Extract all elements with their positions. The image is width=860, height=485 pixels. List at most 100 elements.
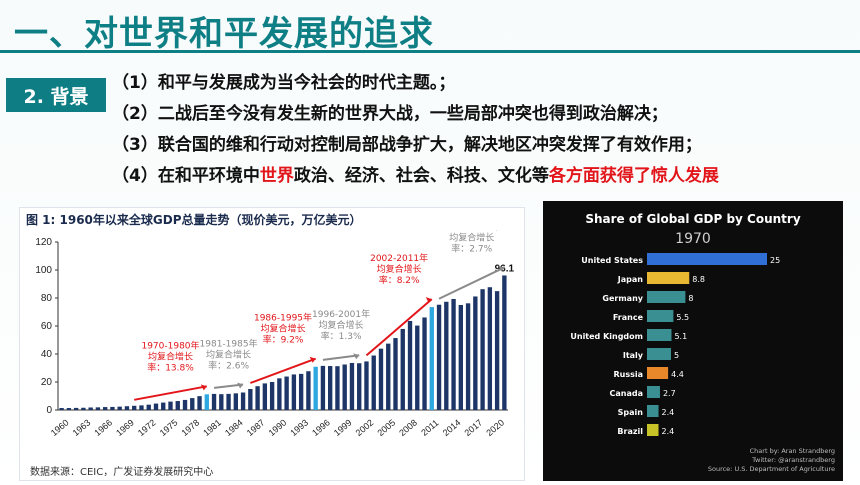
gdp-bar <box>328 366 333 410</box>
gdp-bar <box>393 338 398 410</box>
gdp-bar <box>117 406 122 410</box>
x-tick-label: 1990 <box>267 417 289 438</box>
gdp-bar <box>233 393 238 410</box>
growth-arrow-head <box>498 265 505 272</box>
x-tick-label: 1969 <box>114 417 136 438</box>
x-tick-label: 1975 <box>158 417 180 438</box>
gdp-bar <box>146 404 151 410</box>
section-badge: 2. 背景 <box>6 78 106 112</box>
item-text: （4）在和平环境中 <box>112 166 260 186</box>
country-label: Spain <box>618 408 644 417</box>
x-tick-label: 1978 <box>179 417 201 438</box>
gdp-bar <box>255 386 260 410</box>
gdp-bar <box>240 392 246 410</box>
race-chart-year: 1970 <box>675 231 711 247</box>
chart-source: 数据来源：CEIC，广发证券发展研究中心 <box>30 467 214 478</box>
country-label: Brazil <box>617 427 643 436</box>
growth-rate-annotation: 1970-1980年均复合增长率：13.8% <box>141 339 199 373</box>
country-label: Japan <box>617 275 644 284</box>
x-tick-label: 1984 <box>223 417 245 438</box>
gdp-bar <box>59 408 64 410</box>
gdp-bar <box>88 407 93 410</box>
y-tick-label: 20 <box>41 377 53 388</box>
country-bar <box>647 272 690 284</box>
title-underline <box>0 50 860 53</box>
country-bar <box>647 291 686 303</box>
growth-arrow-head <box>237 382 244 389</box>
gdp-bar <box>182 399 188 410</box>
last-value-label: 96.1 <box>495 263 515 274</box>
background-item: （3）联合国的维和行动对控制局部战争扩大，解决地区冲突发挥了有效作用； <box>112 130 860 161</box>
gdp-bar <box>298 373 304 410</box>
gdp-bar <box>444 301 449 410</box>
gdp-bar <box>269 382 275 410</box>
gdp-bar <box>103 407 108 410</box>
country-bar <box>647 348 671 360</box>
race-chart-title: Share of Global GDP by Country <box>585 212 801 226</box>
growth-rate-annotation: 1996-2001年均复合增长率：1.3% <box>312 308 370 342</box>
gdp-bar <box>451 298 456 410</box>
background-item: （1）和平与发展成为当今社会的时代主题。； <box>112 68 860 99</box>
chart-credit: Source: U.S. Department of Agriculture <box>708 465 835 473</box>
gdp-bar <box>313 366 318 410</box>
country-value-label: 8.8 <box>692 275 705 284</box>
item-text: 政治、经济、社会、科技、文化等 <box>293 166 549 186</box>
gdp-bar <box>219 394 224 410</box>
country-label: France <box>613 313 644 322</box>
gdp-bar <box>132 405 137 410</box>
gdp-bar <box>95 407 101 410</box>
gdp-bar <box>458 305 463 410</box>
gdp-bar <box>204 394 209 410</box>
gdp-bar <box>73 407 79 410</box>
gdp-bar <box>342 364 347 410</box>
x-tick-label: 1963 <box>71 417 93 438</box>
country-value-label: 4.4 <box>671 370 684 379</box>
gdp-bar <box>190 398 195 410</box>
background-item: （4）在和平环境中世界政治、经济、社会、科技、文化等各方面获得了惊人发展 <box>112 161 860 192</box>
gdp-bar <box>291 374 297 410</box>
global-gdp-chart-title: 图 1: 1960年以来全球GDP总量走势（现价美元，万亿美元） <box>26 213 362 227</box>
growth-rate-annotation: 1981-1985年均复合增长率：2.6% <box>200 338 258 372</box>
item-text: （2）二战后至今没有发生新的世界大战，一些局部冲突也得到政治解决； <box>112 104 668 124</box>
growth-rate-annotation: 2012-2021年均复合增长率：2.7% <box>443 230 501 254</box>
gdp-bar <box>436 304 442 410</box>
slide-title: 一、对世界和平发展的追求 <box>14 14 434 54</box>
country-bar <box>647 424 659 436</box>
y-tick-label: 120 <box>35 237 52 248</box>
highlight-text: 各方面获得了惊人发展 <box>548 166 719 186</box>
y-tick-label: 60 <box>41 321 53 332</box>
country-label: United Kingdom <box>570 332 643 341</box>
gdp-bar <box>175 401 180 410</box>
gdp-bar <box>248 389 253 410</box>
gdp-bar <box>124 406 130 410</box>
gdp-bar <box>139 405 144 410</box>
x-tick-label: 1981 <box>201 417 223 438</box>
growth-arrow <box>134 385 207 401</box>
gdp-bar <box>429 307 434 410</box>
y-tick-label: 80 <box>41 293 53 304</box>
country-value-label: 25 <box>770 256 780 265</box>
country-value-label: 8 <box>688 294 693 303</box>
x-tick-label: 1966 <box>92 417 114 438</box>
highlight-text: 世界 <box>259 166 294 186</box>
x-tick-label: 1996 <box>310 417 332 438</box>
gdp-bar <box>211 393 217 410</box>
gdp-bar <box>110 406 115 410</box>
gdp-bar <box>465 303 471 410</box>
x-tick-label: 2020 <box>484 417 506 438</box>
growth-arrow <box>249 357 317 384</box>
gdp-bar <box>378 348 384 410</box>
gdp-share-bar-chart: Share of Global GDP by Country 1970 United… <box>570 212 835 473</box>
country-bar <box>647 367 669 379</box>
country-value-label: 5.1 <box>674 332 687 341</box>
background-list: （1）和平与发展成为当今社会的时代主题。； （2）二战后至今没有发生新的世界大战，… <box>112 68 860 192</box>
background-item: （2）二战后至今没有发生新的世界大战，一些局部冲突也得到政治解决； <box>112 99 860 130</box>
country-bar <box>647 405 659 417</box>
gdp-bar <box>480 289 485 410</box>
country-label: Italy <box>623 351 644 360</box>
gdp-bar <box>371 355 376 410</box>
gdp-bar <box>422 317 427 410</box>
gdp-bar <box>284 376 289 410</box>
country-value-label: 2.4 <box>662 408 675 417</box>
